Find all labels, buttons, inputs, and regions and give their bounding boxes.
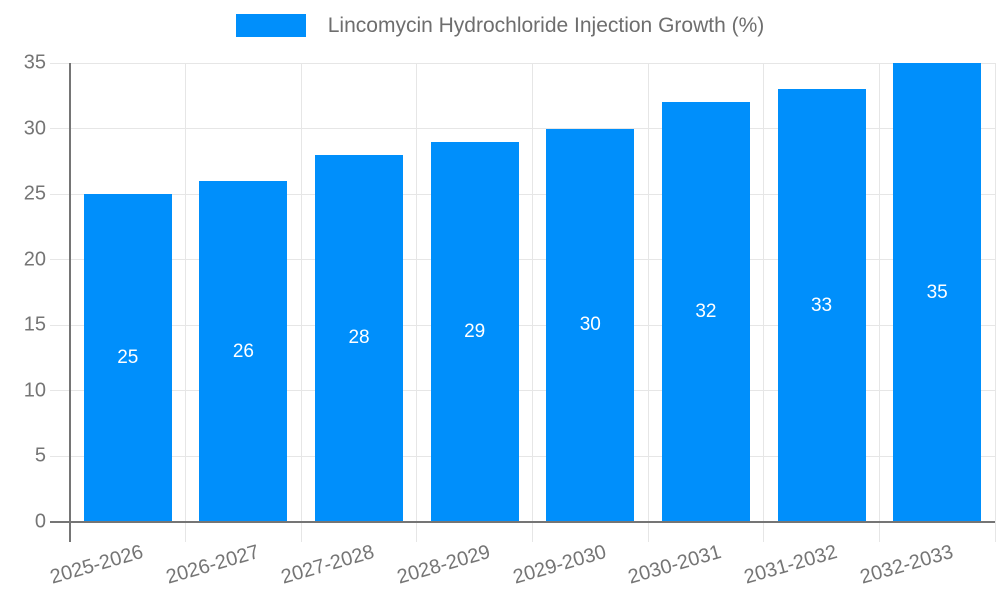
- x-axis-line: [50, 521, 995, 523]
- legend-swatch: [235, 14, 306, 37]
- h-gridline: [50, 390, 995, 392]
- bar-value-label: 30: [579, 314, 601, 336]
- x-axis-tick-label: 2028-2029: [394, 541, 493, 589]
- x-axis-tick-label: 2025-2026: [47, 541, 146, 589]
- h-gridline: [50, 455, 995, 457]
- x-axis-tick-label: 2029-2030: [510, 541, 609, 589]
- bar-2028-2029[interactable]: [430, 141, 519, 522]
- h-gridline: [50, 128, 995, 130]
- y-axis-line: [69, 63, 71, 542]
- h-gridline: [50, 62, 995, 64]
- legend-label: Lincomycin Hydrochloride Injection Growt…: [327, 14, 765, 37]
- v-gridline: [416, 63, 418, 542]
- bar-value-label: 33: [810, 294, 833, 316]
- bar-2031-2032[interactable]: [777, 89, 866, 522]
- v-gridline: [647, 63, 649, 542]
- y-axis-tick-label: 35: [23, 51, 46, 74]
- bar-value-label: 25: [117, 347, 139, 369]
- bar-2029-2030[interactable]: [546, 128, 635, 522]
- bar-2030-2031[interactable]: [661, 102, 750, 522]
- y-axis-tick-label: 25: [23, 182, 46, 205]
- bar-value-label: 29: [464, 320, 486, 342]
- v-gridline: [994, 63, 996, 542]
- bar-2026-2027[interactable]: [199, 181, 288, 522]
- v-gridline: [763, 63, 765, 542]
- y-axis-tick-label: 20: [23, 248, 46, 271]
- bar-value-label: 26: [232, 340, 254, 362]
- v-gridline: [878, 63, 880, 542]
- v-gridline: [185, 63, 187, 542]
- bar-2032-2033[interactable]: [893, 63, 982, 522]
- x-axis-tick-label: 2027-2028: [279, 541, 378, 589]
- y-axis-tick-label: 5: [34, 444, 46, 467]
- y-axis-tick-label: 10: [23, 379, 46, 402]
- h-gridline: [50, 259, 995, 261]
- bar-2027-2028[interactable]: [315, 154, 404, 522]
- v-gridline: [300, 63, 302, 542]
- h-gridline: [50, 324, 995, 326]
- bar-2025-2026[interactable]: [83, 194, 172, 522]
- x-axis-tick-label: 2030-2031: [625, 541, 725, 589]
- x-axis-tick-label: 2026-2027: [163, 541, 262, 589]
- h-gridline: [50, 193, 995, 195]
- y-axis-tick-label: 30: [23, 117, 46, 140]
- y-axis-tick-label: 0: [34, 510, 46, 533]
- bar-value-label: 28: [348, 327, 370, 349]
- y-axis-tick-label: 15: [23, 313, 46, 336]
- v-gridline: [532, 63, 533, 542]
- bar-value-label: 32: [695, 301, 717, 323]
- x-axis-tick-label: 2032-2033: [857, 541, 956, 589]
- x-axis-tick-label: 2031-2032: [741, 541, 840, 589]
- bar-value-label: 35: [926, 281, 948, 303]
- legend[interactable]: Lincomycin Hydrochloride Injection Growt…: [0, 14, 1000, 37]
